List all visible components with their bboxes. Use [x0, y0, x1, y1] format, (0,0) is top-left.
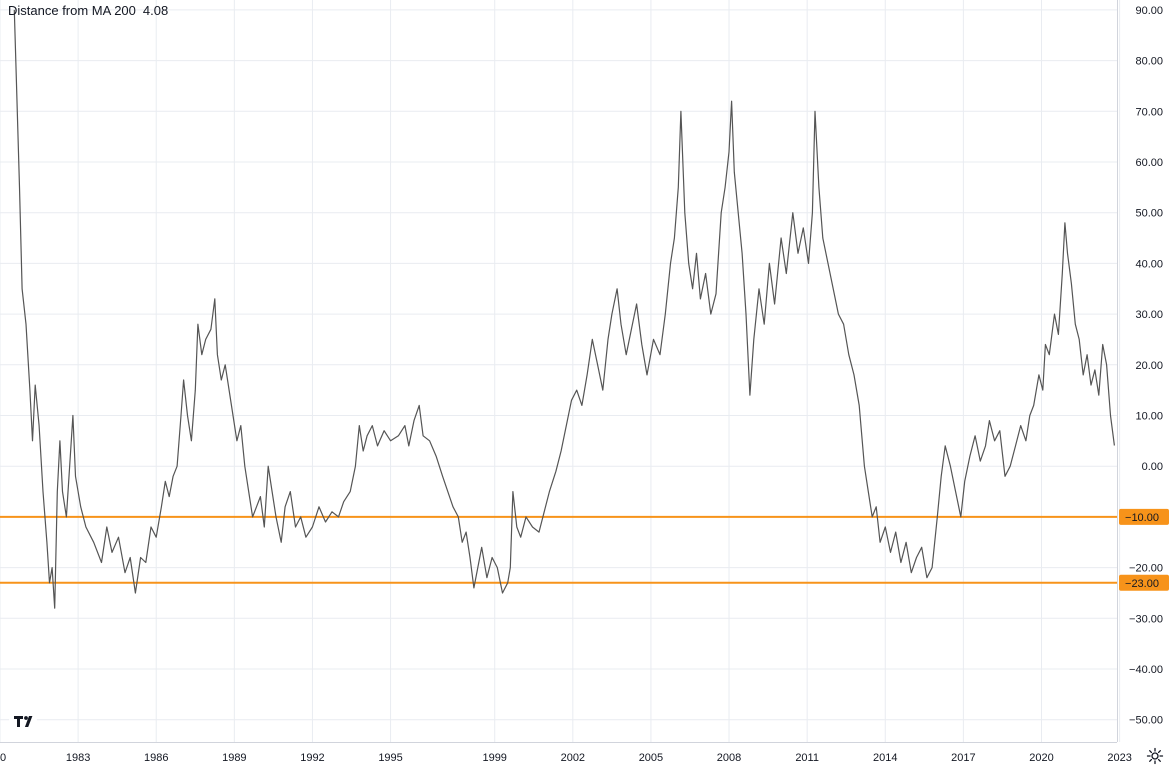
y-axis: 90.00 80.00 70.00 60.00 50.00 40.00 30.00 20.00…	[1117, 0, 1169, 742]
x-axis: 80 1983 1986 1989 1992 1995 1999 2002 2005 2008 20…	[0, 742, 1132, 764]
horizontal-line-tag	[1119, 508, 1169, 525]
x-tick-label: 2020	[1029, 752, 1053, 764]
y-tick-label: 60.00	[1135, 157, 1163, 169]
y-tick-label: 30.00	[1135, 309, 1163, 321]
y-tick-label: −30.00	[1129, 613, 1163, 625]
settings-gear-icon[interactable]	[1146, 747, 1164, 765]
y-tick-label: 40.00	[1135, 258, 1163, 270]
horizontal-line-tag	[1119, 574, 1169, 591]
series-line	[13, 9, 1115, 609]
y-tick-label: 10.00	[1135, 411, 1163, 423]
x-tick-label: 2002	[561, 752, 585, 764]
legend-label: Distance from MA 200	[8, 3, 136, 18]
x-tick-label: 1999	[482, 752, 506, 764]
x-tick-label: 2017	[951, 752, 975, 764]
y-tick-label: 0.00	[1142, 461, 1163, 473]
y-tick-label: 20.00	[1135, 360, 1163, 372]
horizontal-line-label: −10.00	[1125, 512, 1159, 524]
x-tick-label: 80	[0, 752, 6, 764]
x-tick-label: 1992	[300, 752, 324, 764]
horizontal-line-label: −23.00	[1125, 578, 1159, 590]
x-tick-label: 1983	[66, 752, 90, 764]
x-tick-label: 2005	[639, 752, 663, 764]
y-tick-label: −50.00	[1129, 715, 1163, 727]
legend-value: 4.08	[142, 3, 169, 18]
y-tick-label: 50.00	[1135, 208, 1163, 220]
grid	[0, 0, 1121, 742]
y-tick-label: 80.00	[1135, 56, 1163, 68]
x-tick-label: 2014	[873, 752, 897, 764]
x-tick-label: 2008	[717, 752, 741, 764]
x-tick-label: 1986	[144, 752, 168, 764]
indicator-legend: Distance from MA 200 4.08	[8, 3, 168, 18]
x-tick-label: 2023	[1107, 752, 1131, 764]
x-tick-label: 1995	[378, 752, 402, 764]
x-tick-label: 2011	[795, 752, 819, 764]
y-tick-label: 70.00	[1135, 106, 1163, 118]
y-tick-label: 90.00	[1135, 5, 1163, 17]
y-tick-label: −20.00	[1129, 563, 1163, 575]
x-tick-label: 1989	[222, 752, 246, 764]
tradingview-logo-icon[interactable]	[9, 707, 37, 735]
y-tick-label: −40.00	[1129, 664, 1163, 676]
horizontal-lines	[0, 515, 1117, 584]
